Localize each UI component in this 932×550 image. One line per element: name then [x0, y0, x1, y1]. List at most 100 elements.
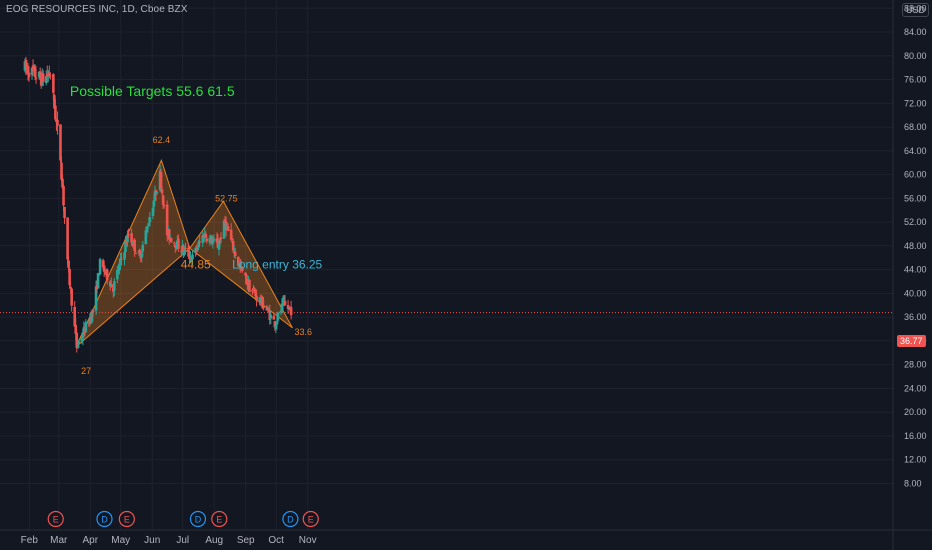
candle-body — [197, 241, 200, 248]
candle — [253, 286, 256, 294]
candle — [162, 200, 166, 209]
candle-body — [44, 76, 48, 84]
candle-body — [204, 233, 208, 238]
candle-body — [248, 280, 251, 292]
candle-body — [169, 237, 173, 243]
candle — [252, 285, 255, 292]
candle — [236, 256, 240, 269]
candle-body — [130, 233, 133, 243]
candle — [119, 252, 122, 270]
candle-body — [138, 249, 142, 256]
dividend-event-marker[interactable]: D — [282, 510, 299, 528]
candle — [205, 235, 209, 244]
chart-annotation: 27 — [81, 366, 91, 376]
candle — [75, 331, 79, 353]
candle-body — [76, 345, 80, 347]
candle-body — [105, 269, 109, 281]
price-axis[interactable]: 8.0012.0016.0020.0024.0028.0032.0036.004… — [892, 0, 927, 550]
candle-body — [26, 66, 30, 74]
price-tick-label: 28.00 — [904, 360, 927, 370]
candle-body — [102, 265, 106, 272]
month-tick-label: Nov — [299, 535, 317, 546]
dividend-event-marker[interactable]: D — [189, 510, 207, 528]
candle-body — [233, 251, 237, 257]
price-tick-label: 88.00 — [904, 3, 927, 13]
candle — [189, 251, 192, 263]
price-tick-label: 60.00 — [904, 170, 927, 180]
candle — [91, 309, 95, 318]
candle-body — [74, 324, 78, 334]
candle-body — [61, 178, 64, 188]
candle-body — [63, 206, 66, 218]
candle — [105, 268, 109, 285]
price-tick-label: 68.00 — [904, 122, 927, 132]
month-tick-label: Oct — [268, 535, 284, 546]
candle — [124, 235, 127, 257]
candle-body — [146, 227, 150, 229]
candle-body — [253, 291, 256, 293]
candle — [77, 339, 81, 349]
candle — [33, 64, 37, 81]
candle — [68, 267, 71, 289]
candle-body — [281, 300, 285, 305]
candle-body — [269, 314, 273, 319]
candle-body — [183, 249, 186, 251]
candle-body — [59, 124, 62, 161]
candle-body — [196, 248, 199, 251]
candle — [281, 295, 285, 311]
candle-body — [38, 71, 42, 79]
candle-body — [161, 195, 165, 205]
candle-body — [255, 295, 258, 300]
candle-body — [123, 252, 126, 260]
candle — [241, 266, 244, 273]
candle — [141, 240, 145, 257]
chart-annotations: Possible Targets 55.6 61.5 62.4 52.75 44.85… — [70, 83, 323, 376]
earnings-event-marker[interactable]: E — [211, 510, 228, 528]
chart-annotation: 44.85 — [181, 257, 211, 271]
candle-body — [153, 191, 157, 200]
price-tick-label: 80.00 — [904, 51, 927, 61]
earnings-event-marker[interactable]: E — [302, 510, 319, 528]
time-axis[interactable]: Feb Mar Apr May Jun Jul Aug Sep Oct Nov — [0, 529, 932, 546]
candle-body — [266, 308, 270, 311]
candle — [233, 247, 237, 259]
candle-body — [34, 77, 38, 79]
month-tick-label: Jul — [176, 535, 189, 546]
candle-body — [159, 171, 163, 189]
candle-body — [94, 286, 98, 311]
candle-body — [48, 72, 51, 76]
event-circle — [118, 510, 135, 528]
candle — [26, 63, 30, 81]
candle — [66, 217, 69, 266]
dividend-event-marker[interactable]: D — [96, 510, 113, 528]
earnings-event-marker[interactable]: E — [47, 510, 64, 528]
candle — [102, 261, 106, 277]
candle-body — [239, 264, 242, 267]
candle — [148, 211, 152, 227]
event-circle — [211, 510, 228, 528]
candle-body — [275, 321, 279, 325]
candle-body — [67, 260, 70, 269]
candle — [59, 124, 62, 163]
candle — [134, 250, 137, 254]
currency-badge[interactable]: USD — [902, 3, 930, 17]
candle — [70, 287, 73, 312]
candle-body — [62, 185, 65, 206]
candle-body — [261, 297, 264, 309]
candle-body — [140, 253, 144, 258]
candle-body — [262, 306, 265, 308]
candle — [111, 284, 114, 288]
candle-body — [98, 259, 102, 275]
candle-body — [134, 252, 137, 254]
earnings-event-marker[interactable]: E — [118, 510, 135, 528]
candle-body — [245, 274, 248, 284]
candle-body — [205, 238, 209, 242]
candle-body — [52, 74, 55, 93]
candle — [272, 312, 276, 320]
candle-body — [232, 250, 236, 253]
candle-body — [218, 238, 222, 244]
symbol-title: EOG RESOURCES INC, 1D, Cboe BZX — [6, 4, 188, 15]
candle-body — [148, 217, 152, 223]
